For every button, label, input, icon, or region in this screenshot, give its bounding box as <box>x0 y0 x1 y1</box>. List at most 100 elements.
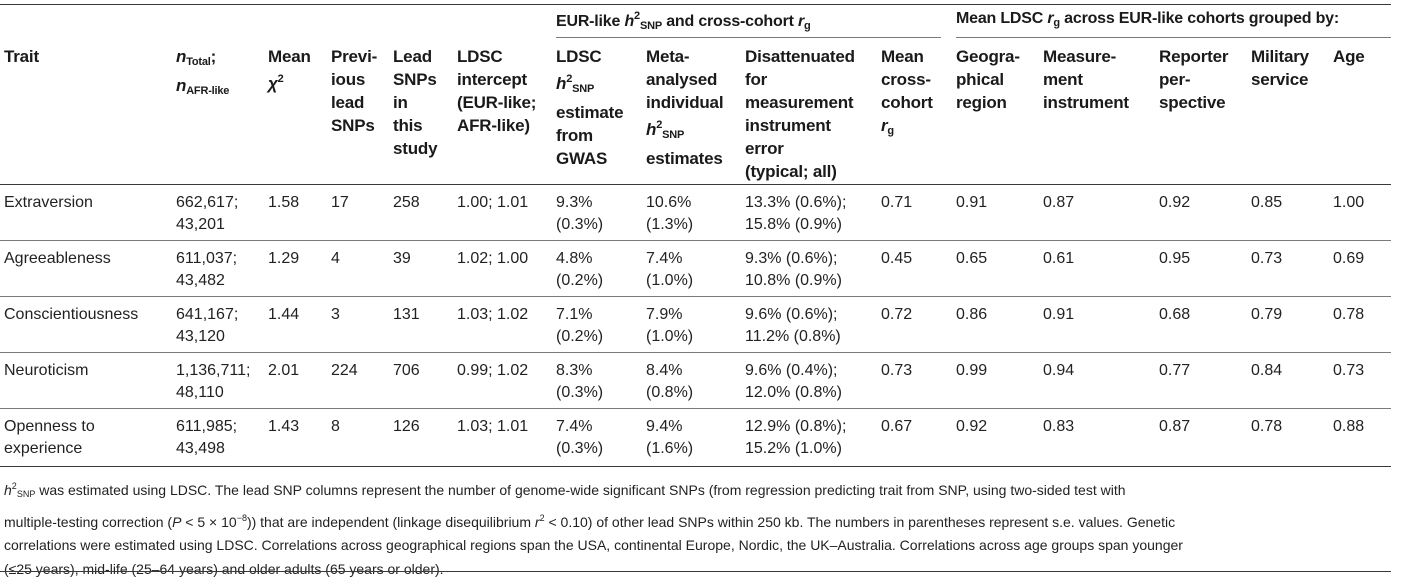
cell-mean-chi: 2.01 <box>268 362 300 379</box>
cell-age: 0.88 <box>1333 418 1365 435</box>
cell-military: 0.84 <box>1251 362 1283 379</box>
col-header-disattenuated: Disattenuated for measurement instrument err… <box>745 47 855 181</box>
col-header-trait: Trait <box>4 47 39 66</box>
cell-intercept: 1.00; 1.01 <box>457 194 529 211</box>
col-header-military: Military service <box>1251 47 1309 89</box>
cell-disattenuated: 12.9% (0.8%); 15.2% (1.0%) <box>745 418 847 457</box>
cell-measurement: 0.61 <box>1043 250 1075 267</box>
cell-age: 0.69 <box>1333 250 1365 267</box>
cell-intercept: 1.02; 1.00 <box>457 250 529 267</box>
cell-cross-cohort: 0.72 <box>881 306 913 323</box>
cell-cross-cohort: 0.71 <box>881 194 913 211</box>
cell-meta-h2: 10.6% (1.3%) <box>646 194 694 233</box>
cell-reporter: 0.77 <box>1159 362 1191 379</box>
group-underline-mean-rg <box>956 37 1391 38</box>
cell-geographical: 0.86 <box>956 306 988 323</box>
cell-geographical: 0.91 <box>956 194 988 211</box>
cell-previous-lead: 8 <box>331 418 340 435</box>
cell-ldsc-h2: 9.3% (0.3%) <box>556 194 604 233</box>
col-header-geographical: Geogra-phical region <box>956 47 1020 112</box>
col-header-previous-lead: Previ-ious lead SNPs <box>331 47 378 135</box>
cell-geographical: 0.65 <box>956 250 988 267</box>
cell-sample-size: 641,167; 43,120 <box>176 306 239 345</box>
cell-intercept: 1.03; 1.01 <box>457 418 529 435</box>
cell-geographical: 0.99 <box>956 362 988 379</box>
cell-cross-cohort: 0.45 <box>881 250 913 267</box>
cell-mean-chi: 1.29 <box>268 250 300 267</box>
body-rule <box>0 466 1391 467</box>
col-header-lead-snps: Lead SNPs in this study <box>393 47 438 158</box>
cell-age: 1.00 <box>1333 194 1365 211</box>
cell-measurement: 0.83 <box>1043 418 1075 435</box>
row-divider <box>0 296 1391 297</box>
row-divider <box>0 408 1391 409</box>
cell-reporter: 0.92 <box>1159 194 1191 211</box>
cell-trait: Neuroticism <box>4 362 89 379</box>
row-divider <box>0 352 1391 353</box>
cell-ldsc-h2: 7.4% (0.3%) <box>556 418 604 457</box>
cell-ldsc-h2: 8.3% (0.3%) <box>556 362 604 401</box>
group-header-mean-rg: Mean LDSC rg across EUR-like cohorts gro… <box>956 10 1340 29</box>
cell-lead-snps: 39 <box>393 250 411 267</box>
cell-previous-lead: 3 <box>331 306 340 323</box>
cell-mean-chi: 1.43 <box>268 418 300 435</box>
cell-measurement: 0.91 <box>1043 306 1075 323</box>
cell-military: 0.85 <box>1251 194 1283 211</box>
cell-intercept: 1.03; 1.02 <box>457 306 529 323</box>
table-footnote: h2SNP was estimated using LDSC. The lead… <box>4 481 1183 577</box>
col-header-meta-h2: Meta-analysed individual h2SNP estimates <box>646 47 724 168</box>
cell-disattenuated: 9.3% (0.6%); 10.8% (0.9%) <box>745 250 842 289</box>
cell-mean-chi: 1.58 <box>268 194 300 211</box>
col-header-intercept: LDSC intercept (EUR-like; AFR-like) <box>457 47 537 135</box>
cell-reporter: 0.68 <box>1159 306 1191 323</box>
cell-military: 0.79 <box>1251 306 1283 323</box>
cell-lead-snps: 706 <box>393 362 420 379</box>
cell-disattenuated: 9.6% (0.4%); 12.0% (0.8%) <box>745 362 842 401</box>
cell-intercept: 0.99; 1.02 <box>457 362 529 379</box>
cell-military: 0.78 <box>1251 418 1283 435</box>
cell-measurement: 0.87 <box>1043 194 1075 211</box>
cell-measurement: 0.94 <box>1043 362 1075 379</box>
row-divider <box>0 240 1391 241</box>
cell-ldsc-h2: 4.8% (0.2%) <box>556 250 604 289</box>
cell-reporter: 0.95 <box>1159 250 1191 267</box>
cell-sample-size: 662,617; 43,201 <box>176 194 239 233</box>
header-rule <box>0 184 1391 185</box>
group-header-heritability: EUR-like h2SNP and cross-cohort rg <box>556 10 811 32</box>
cell-cross-cohort: 0.67 <box>881 418 913 435</box>
col-header-mean-chi: Mean χ2 <box>268 47 311 93</box>
cell-age: 0.73 <box>1333 362 1365 379</box>
cell-trait: Openness to experience <box>4 418 95 457</box>
cell-previous-lead: 4 <box>331 250 340 267</box>
cell-trait: Extraversion <box>4 194 93 211</box>
cell-sample-size: 1,136,711; 48,110 <box>176 362 251 401</box>
cell-age: 0.78 <box>1333 306 1365 323</box>
cell-disattenuated: 9.6% (0.6%); 11.2% (0.8%) <box>745 306 841 345</box>
bottom-rule <box>0 571 1391 572</box>
cell-meta-h2: 8.4% (0.8%) <box>646 362 694 401</box>
col-header-measurement: Measure-ment instrument <box>1043 47 1129 112</box>
col-header-reporter: Reporter per-spective <box>1159 47 1229 112</box>
col-header-ldsc-h2: LDSC h2SNP estimate from GWAS <box>556 47 624 168</box>
cell-meta-h2: 7.4% (1.0%) <box>646 250 694 289</box>
cell-lead-snps: 126 <box>393 418 420 435</box>
cell-cross-cohort: 0.73 <box>881 362 913 379</box>
cell-sample-size: 611,037; 43,482 <box>176 250 238 289</box>
cell-lead-snps: 131 <box>393 306 420 323</box>
cell-previous-lead: 17 <box>331 194 349 211</box>
cell-military: 0.73 <box>1251 250 1283 267</box>
cell-ldsc-h2: 7.1% (0.2%) <box>556 306 604 345</box>
cell-reporter: 0.87 <box>1159 418 1191 435</box>
cell-sample-size: 611,985; 43,498 <box>176 418 238 457</box>
cell-disattenuated: 13.3% (0.6%); 15.8% (0.9%) <box>745 194 847 233</box>
cell-mean-chi: 1.44 <box>268 306 300 323</box>
top-rule <box>0 4 1391 5</box>
cell-meta-h2: 9.4% (1.6%) <box>646 418 694 457</box>
col-header-cross-cohort: Mean cross-cohort rg <box>881 47 933 137</box>
col-header-age: Age <box>1333 47 1365 66</box>
cell-previous-lead: 224 <box>331 362 358 379</box>
col-header-n: nTotal; nAFR-like <box>176 47 230 97</box>
cell-geographical: 0.92 <box>956 418 988 435</box>
group-underline-heritability <box>556 37 941 38</box>
